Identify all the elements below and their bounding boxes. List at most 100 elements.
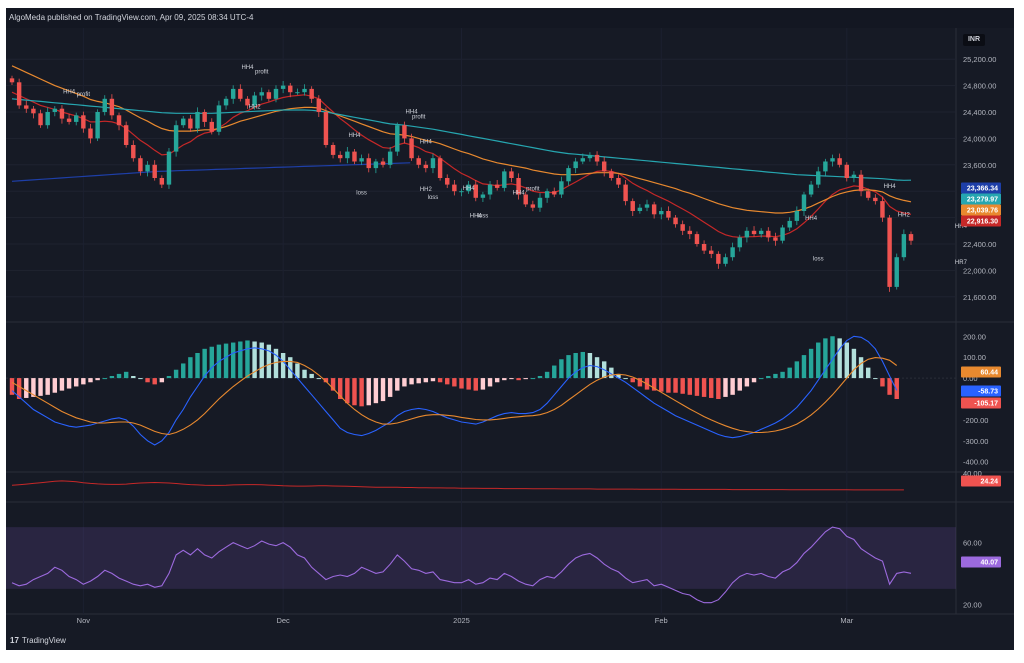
price-tick-label: 24,400.00: [963, 108, 996, 117]
macd-histogram-bar: [887, 378, 892, 395]
candle: [316, 98, 322, 112]
candle: [823, 161, 828, 172]
signal-annotation: profit: [526, 187, 540, 193]
candle: [502, 171, 507, 188]
macd-histogram-bar: [273, 348, 279, 379]
candle: [880, 201, 885, 218]
candle: [808, 184, 814, 195]
time-axis-label: Feb: [655, 616, 668, 625]
candle: [637, 207, 643, 211]
candle: [544, 191, 550, 198]
price-last-value-bg: [961, 182, 1001, 194]
candle: [295, 92, 300, 94]
macd-tick-label: -200.00: [963, 416, 988, 425]
price-last-value-bg: [961, 204, 1001, 216]
candle: [288, 85, 293, 93]
signal-annotation: HH4: [63, 90, 76, 96]
macd-histogram-bar: [102, 378, 107, 380]
candle: [395, 125, 400, 152]
macd-histogram-bar: [223, 343, 229, 379]
candle: [330, 145, 336, 155]
macd-histogram-bar: [345, 378, 350, 404]
adx-last-value: 24.24: [980, 479, 998, 486]
tradingview-logo-icon: 17: [10, 636, 19, 645]
macd-histogram-bar: [181, 363, 186, 379]
candle: [373, 161, 379, 169]
rsi-panel: [6, 502, 1014, 614]
tradingview-footer[interactable]: 17 TradingView: [6, 632, 210, 650]
price-tick-label: 24,800.00: [963, 82, 996, 91]
macd-histogram-bar: [509, 378, 514, 380]
macd-histogram-bar: [816, 342, 821, 379]
candle: [95, 112, 100, 139]
macd-last-value-bg: [961, 366, 1001, 378]
candle: [794, 211, 800, 221]
macd-histogram-bar: [238, 341, 243, 379]
candle: [366, 158, 371, 169]
candle: [123, 125, 129, 145]
candle: [152, 164, 157, 178]
candle: [216, 105, 222, 132]
macd-histogram-bar: [744, 378, 750, 387]
candle: [402, 125, 407, 139]
candle: [566, 168, 571, 182]
candle: [687, 230, 693, 235]
price-tick-label: 23,600.00: [963, 161, 996, 170]
candle: [52, 108, 58, 112]
signal-annotation: HH4: [470, 214, 483, 220]
candle: [31, 108, 36, 114]
macd-histogram-bar: [801, 355, 807, 379]
signal-annotation: loss: [478, 214, 489, 220]
macd-histogram-bar: [402, 378, 407, 387]
candle: [580, 158, 586, 162]
candle: [38, 113, 43, 126]
candle: [901, 234, 907, 258]
macd-histogram-bar: [352, 378, 357, 406]
signal-annotation: HH2: [898, 212, 911, 218]
signal-annotation: HH4: [884, 184, 897, 190]
macd-histogram-bar: [766, 376, 771, 379]
candle: [616, 178, 621, 185]
macd-histogram-bar: [245, 340, 250, 379]
candle: [266, 92, 272, 99]
signal-annotation: HH4: [955, 224, 968, 230]
macd-histogram-bar: [502, 378, 507, 381]
time-axis-label: Nov: [77, 616, 91, 625]
candle: [530, 204, 536, 208]
macd-histogram-bar: [830, 336, 835, 379]
macd-histogram-bar: [409, 378, 414, 385]
macd-histogram-bar: [195, 353, 200, 379]
adx-tick-label: 40.00: [963, 469, 982, 478]
symbol-badge[interactable]: INR: [963, 34, 985, 46]
macd-tick-label: -400.00: [963, 458, 988, 467]
chart-canvas[interactable]: 25,200.00 24,800.00 24,400.00 24,000.00 23,6…: [6, 8, 1014, 650]
macd-histogram-bar: [723, 378, 728, 397]
signal-annotation: profit: [255, 70, 269, 76]
signal-annotation: HH4: [406, 109, 419, 115]
macd-histogram-bar: [316, 378, 322, 380]
candle: [709, 250, 714, 254]
macd-histogram-bar: [31, 378, 36, 397]
candle: [45, 112, 50, 126]
macd-histogram-bar: [38, 378, 43, 396]
macd-histogram-bar: [437, 378, 443, 383]
macd-histogram-bar: [573, 353, 578, 379]
candle: [723, 257, 728, 264]
candle: [259, 92, 264, 96]
candle: [851, 174, 857, 178]
candle: [9, 78, 15, 83]
candle: [202, 112, 207, 122]
macd-histogram-bar: [138, 378, 143, 380]
macd-histogram-bar: [709, 378, 714, 398]
candle: [559, 181, 564, 195]
candle: [758, 230, 764, 235]
candle: [766, 230, 771, 238]
macd-histogram-bar: [837, 338, 842, 379]
macd-histogram-bar: [109, 376, 115, 379]
candle: [552, 191, 557, 195]
macd-histogram-bar: [45, 378, 50, 395]
macd-tick-label: 200.00: [963, 332, 986, 341]
candle: [74, 115, 79, 122]
candle: [730, 247, 735, 258]
signal-annotation: HH4: [348, 133, 361, 139]
